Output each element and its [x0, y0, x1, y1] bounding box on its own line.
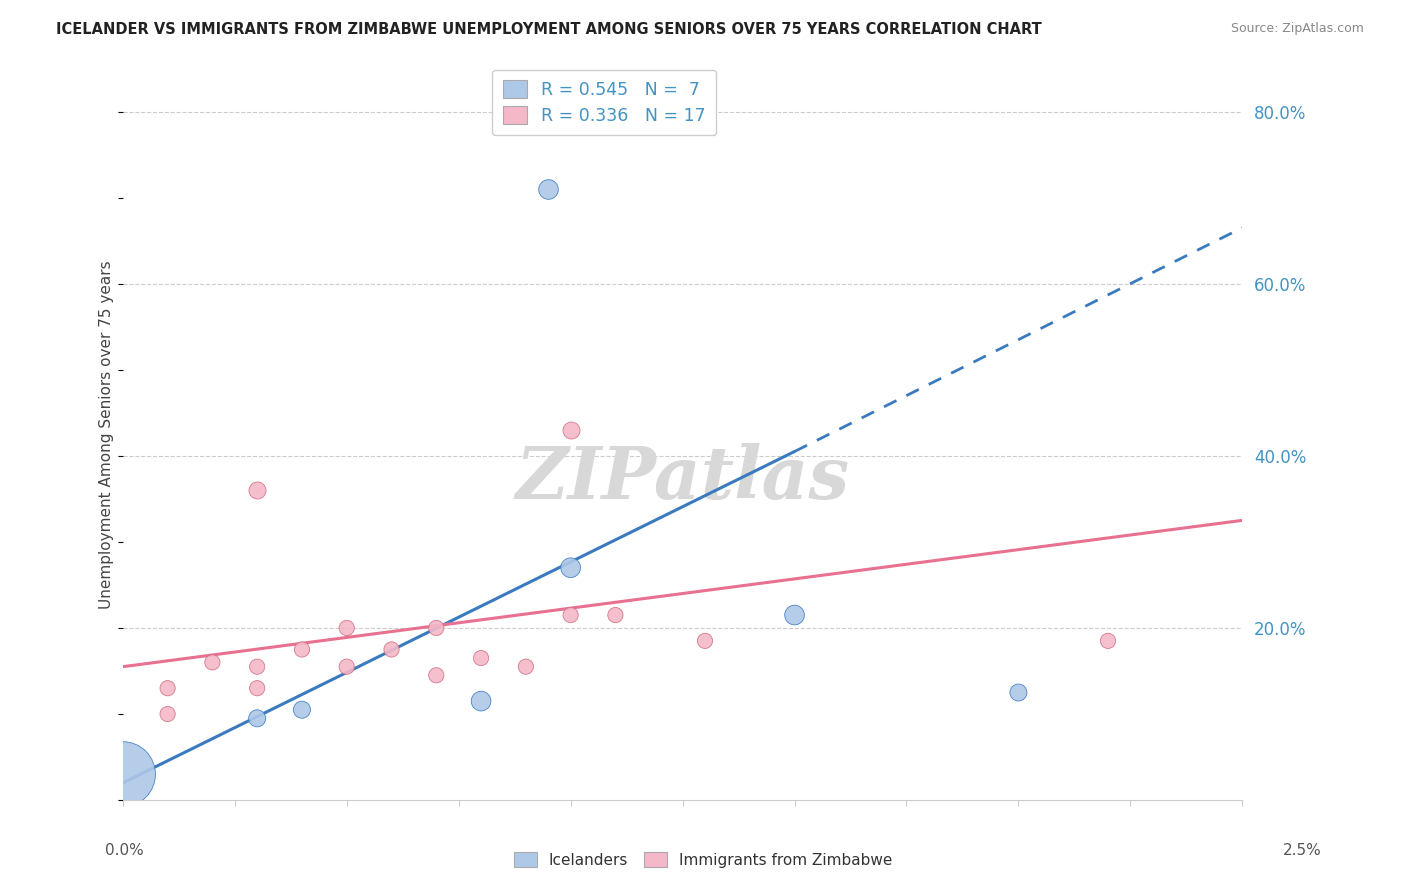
Point: [246, 483, 269, 498]
Text: ICELANDER VS IMMIGRANTS FROM ZIMBABWE UNEMPLOYMENT AMONG SENIORS OVER 75 YEARS C: ICELANDER VS IMMIGRANTS FROM ZIMBABWE UN…: [56, 22, 1042, 37]
Point: [515, 659, 537, 673]
Point: [560, 608, 582, 623]
Text: Source: ZipAtlas.com: Source: ZipAtlas.com: [1230, 22, 1364, 36]
Text: 0.0%: 0.0%: [105, 843, 145, 858]
Point: [156, 681, 179, 696]
Point: [425, 668, 447, 682]
Point: [336, 621, 359, 635]
Point: [291, 642, 314, 657]
Point: [380, 642, 402, 657]
Point: [783, 608, 806, 623]
Point: [336, 659, 359, 673]
Text: 2.5%: 2.5%: [1282, 843, 1322, 858]
Legend: Icelanders, Immigrants from Zimbabwe: Icelanders, Immigrants from Zimbabwe: [508, 846, 898, 873]
Point: [537, 182, 560, 196]
Point: [291, 703, 314, 717]
Legend: R = 0.545   N =  7, R = 0.336   N = 17: R = 0.545 N = 7, R = 0.336 N = 17: [492, 70, 716, 136]
Point: [560, 560, 582, 574]
Point: [425, 621, 447, 635]
Y-axis label: Unemployment Among Seniors over 75 years: Unemployment Among Seniors over 75 years: [100, 260, 114, 608]
Text: ZIPatlas: ZIPatlas: [516, 442, 849, 514]
Point: [470, 651, 492, 665]
Point: [246, 681, 269, 696]
Point: [1097, 633, 1119, 648]
Point: [605, 608, 627, 623]
Point: [246, 711, 269, 725]
Point: [246, 659, 269, 673]
Point: [470, 694, 492, 708]
Point: [201, 656, 224, 670]
Point: [111, 767, 134, 781]
Point: [693, 633, 716, 648]
Point: [156, 706, 179, 721]
Point: [560, 423, 582, 437]
Point: [1007, 685, 1029, 699]
